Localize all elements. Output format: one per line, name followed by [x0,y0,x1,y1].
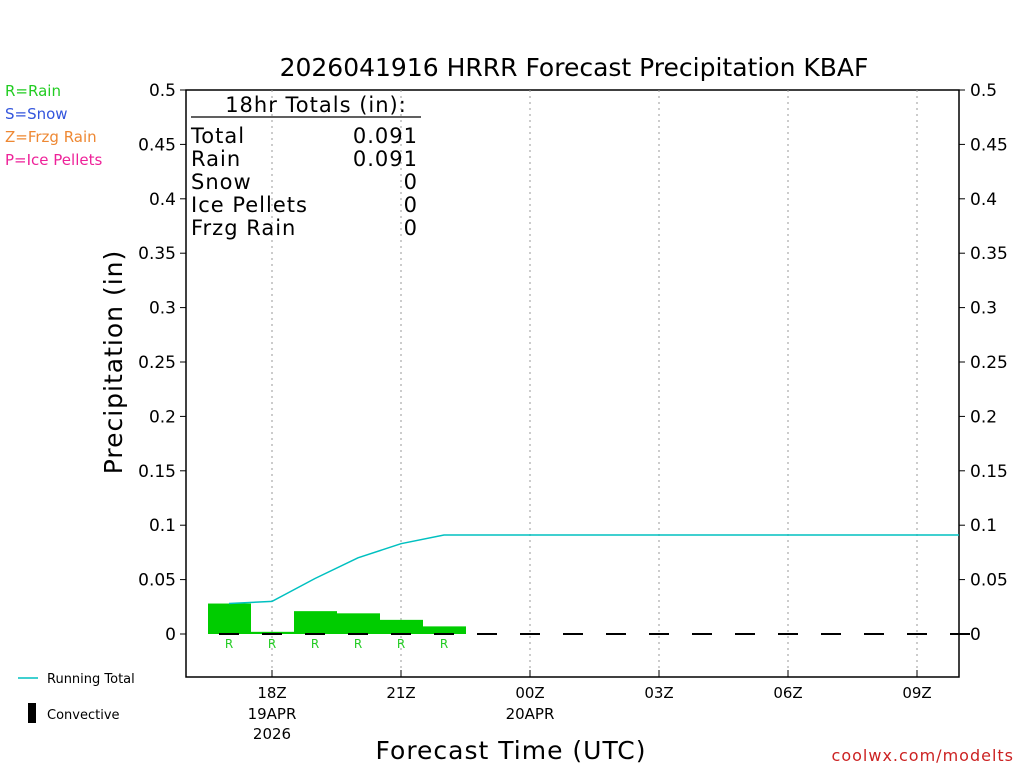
x-tick-label: 06Z [773,684,802,702]
precip-bar [251,631,294,634]
y-tick-label: 0.25 [138,353,176,373]
ptype-legend-item: R=Rain [5,82,61,100]
totals-value: 0 [404,193,418,217]
x-tick-date: 19APR [248,705,297,723]
totals-label: Frzg Rain [191,216,296,240]
x-tick-label: 03Z [644,684,673,702]
y-tick-label: 0.15 [138,462,176,482]
y-axis-left: 0 0.05 0.1 0.15 0.2 0.25 0.3 0.35 0.4 0.45 0.5 [138,81,186,645]
y-axis-right: 0 0.05 0.1 0.15 0.2 0.25 0.3 0.35 0.4 0.45 0.5 [959,81,1008,645]
precip-bar [294,611,337,634]
credit-text: coolwx.com/modelts [832,746,1014,765]
totals-value: 0 [404,216,418,240]
ptype-legend: R=Rain S=Snow Z=Frzg Rain P=Ice Pellets [5,82,102,169]
y-tick-label: 0.4 [970,190,997,210]
ptype-legend-item: Z=Frzg Rain [5,128,97,146]
chart-title: 2026041916 HRRR Forecast Precipitation K… [280,53,869,82]
x-tick-year: 2026 [253,725,291,743]
x-tick-date: 20APR [506,705,555,723]
ptype-label: R [397,637,405,651]
convective-legend: Convective [47,708,120,723]
totals-label: Snow [191,170,252,194]
vertical-gridlines [271,90,918,677]
totals-label: Rain [191,147,241,171]
y-tick-label: 0.15 [970,462,1008,482]
x-tick-label: 00Z [515,684,544,702]
ptype-label: R [311,637,319,651]
y-tick-label: 0.05 [970,571,1008,591]
ptype-label: R [440,637,448,651]
y-tick-label: 0.45 [970,135,1008,155]
x-tick-label: 09Z [902,684,931,702]
precip-bar [423,626,466,634]
ptype-label: R [225,637,233,651]
running-total-legend: Running Total [47,672,135,687]
ptype-legend-item: P=Ice Pellets [5,151,102,169]
plot-frame [185,89,960,678]
y-tick-label: 0.45 [138,135,176,155]
y-tick-label: 0.4 [149,190,176,210]
totals-label: Ice Pellets [191,193,308,217]
ptype-label: R [268,637,276,651]
y-tick-label: 0 [165,625,176,645]
y-tick-label: 0.05 [138,571,176,591]
totals-value: 0.091 [353,147,418,171]
y-tick-label: 0 [970,625,981,645]
precip-bar [380,619,423,634]
precip-bar [208,603,251,634]
y-tick-label: 0.1 [149,516,176,536]
ptype-label: R [354,637,362,651]
precip-bar [337,613,380,634]
y-tick-label: 0.3 [970,299,997,319]
y-tick-label: 0.2 [970,407,997,427]
y-tick-label: 0.35 [970,244,1008,264]
x-tick-label: 18Z [257,684,286,702]
totals-value: 0.091 [353,124,418,148]
y-tick-label: 0.5 [970,81,997,101]
y-tick-label: 0.1 [970,516,997,536]
x-axis-label: Forecast Time (UTC) [376,736,647,765]
bottom-legend: Running Total Convective [18,672,135,723]
y-tick-label: 0.35 [138,244,176,264]
x-axis: 18Z 19APR 2026 21Z 00Z 20APR 03Z 06Z 09Z [248,670,932,743]
totals-label: Total [190,124,245,148]
convective-swatch [28,703,36,723]
ptype-legend-item: S=Snow [5,105,68,123]
totals-heading: 18hr Totals (in): [225,93,407,117]
totals-box: 18hr Totals (in): Total 0.091 Rain 0.091 Sno… [190,93,421,240]
y-tick-label: 0.3 [149,299,176,319]
precip-bars [208,603,466,634]
totals-value: 0 [404,170,418,194]
y-axis-label: Precipitation (in) [99,250,128,475]
y-tick-label: 0.25 [970,353,1008,373]
running-total-line [228,534,959,605]
x-tick-label: 21Z [386,684,415,702]
y-tick-label: 0.5 [149,81,176,101]
y-tick-label: 0.2 [149,407,176,427]
